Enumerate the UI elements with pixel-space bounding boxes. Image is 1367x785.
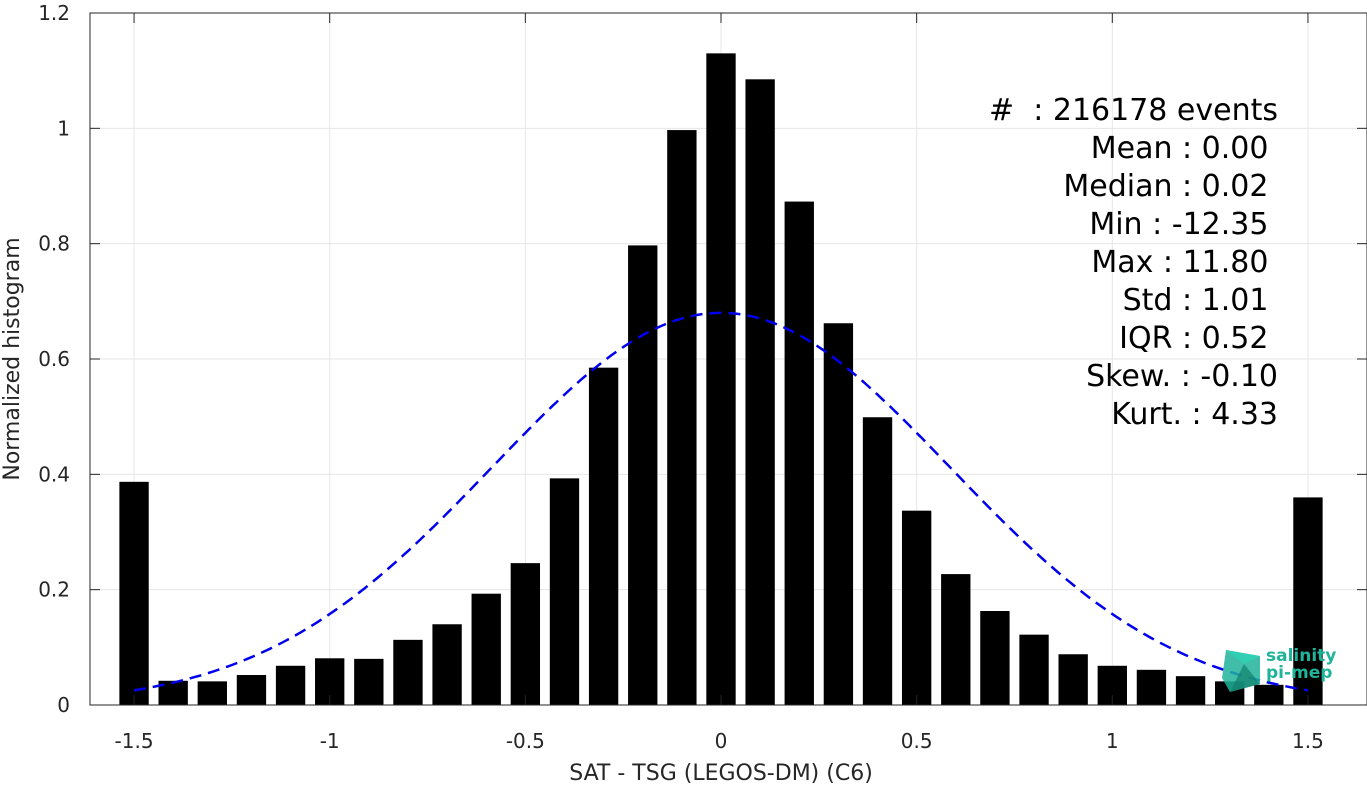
y-tick-label: 1.2	[38, 1, 70, 25]
histogram-bar	[823, 323, 854, 705]
histogram-bar	[1175, 676, 1206, 705]
histogram-bar	[197, 681, 227, 705]
histogram-bar	[980, 611, 1010, 705]
normal-fit-curve	[133, 311, 1309, 692]
y-tick-label: 0.4	[38, 462, 70, 486]
x-tick-label: 0	[715, 729, 728, 753]
histogram-bar	[941, 574, 971, 705]
x-tick-label: 1.5	[1292, 729, 1324, 753]
y-axis-label: Normalized histogram	[0, 237, 25, 480]
histogram-bar	[393, 639, 423, 705]
salinity-pimep-logo: salinity pi-mep	[1220, 646, 1350, 694]
histogram-bar	[354, 658, 384, 705]
histogram-bar	[549, 478, 580, 705]
histogram-bar	[1019, 634, 1049, 705]
histogram-bar	[119, 481, 149, 705]
x-tick-label: -0.5	[506, 729, 545, 753]
logo-cube-icon	[1222, 650, 1260, 692]
histogram-bar	[862, 417, 893, 705]
histogram-bars	[119, 53, 1323, 706]
y-tick-label: 0.6	[38, 347, 70, 371]
logo-line2: pi-mep	[1266, 663, 1333, 683]
y-tick-label: 0	[57, 693, 70, 717]
stat-events: # : 216178 events	[989, 93, 1278, 128]
axis-ticks: 0 0.2 0.4 0.6 0.8 1 1.2 -1.5 -1 -0.5 0 0.5 1 1.5	[38, 1, 1367, 753]
stat-mean: Mean : 0.00	[1090, 131, 1278, 166]
histogram-bar	[667, 130, 697, 705]
statistics-box: # : 216178 events Mean : 0.00 Median : 0…	[898, 92, 1278, 434]
x-tick-label: 1	[1106, 729, 1119, 753]
stat-skew: Skew. : -0.10	[1086, 359, 1278, 394]
stat-min: Min : -12.35	[1089, 207, 1278, 242]
logo-line1: salinity	[1266, 646, 1337, 666]
histogram-bar	[588, 367, 619, 705]
histogram-bar	[628, 245, 658, 705]
y-tick-label: 0.2	[38, 578, 70, 602]
x-tick-label: 0.5	[901, 729, 933, 753]
histogram-bar	[236, 675, 267, 705]
y-tick-label: 1	[57, 116, 70, 140]
histogram-bar	[784, 201, 814, 705]
stat-median: Median : 0.02	[1063, 169, 1278, 204]
histogram-bar	[1058, 654, 1088, 705]
histogram-bar	[471, 593, 501, 705]
x-tick-label: -1	[320, 729, 340, 753]
stat-iqr: IQR : 0.52	[1119, 321, 1278, 356]
histogram-bar	[1254, 684, 1284, 705]
histogram-bar	[275, 665, 306, 705]
histogram-bar	[432, 624, 462, 705]
histogram-bar	[510, 563, 541, 705]
histogram-bar	[706, 53, 736, 706]
y-tick-label: 0.8	[38, 232, 70, 256]
stat-kurt: Kurt. : 4.33	[1111, 397, 1278, 432]
histogram-bar	[745, 79, 775, 706]
histogram-bar	[1136, 669, 1167, 705]
x-axis-label: SAT - TSG (LEGOS-DM) (C6)	[569, 761, 873, 785]
stat-std: Std : 1.01	[1122, 283, 1278, 318]
histogram-bar	[1293, 497, 1323, 705]
stat-max: Max : 11.80	[1091, 245, 1278, 280]
histogram-bar	[901, 510, 932, 705]
x-tick-label: -1.5	[115, 729, 154, 753]
